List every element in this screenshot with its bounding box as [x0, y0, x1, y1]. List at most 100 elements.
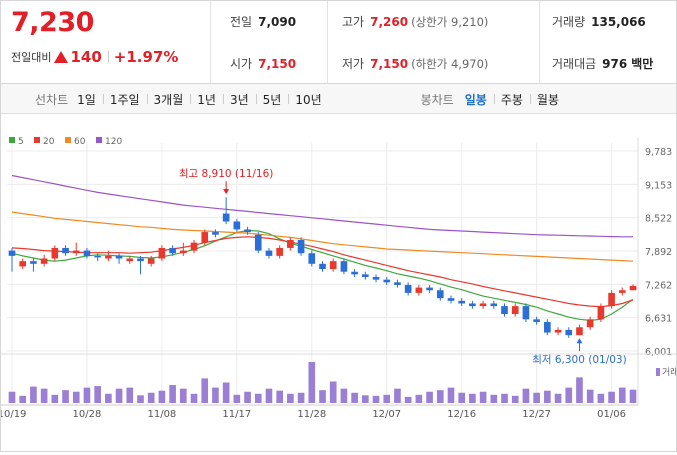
- candle-body: [458, 300, 466, 304]
- x-tick-label: 12/16: [447, 409, 476, 420]
- ma-line-120: [11, 174, 633, 238]
- candle-body: [115, 255, 123, 259]
- volume-label: 거래량: [552, 15, 586, 29]
- volume-bar: [372, 395, 380, 403]
- period-toolbar: 선차트 1일 1주일 3개월 1년 3년 5년 10년 봉차트 일봉 주봉 월봉: [1, 84, 676, 114]
- candle-period-button[interactable]: 일봉: [464, 93, 487, 107]
- volume-bar: [533, 392, 540, 403]
- candle-body: [147, 258, 155, 264]
- x-tick-label: 11/08: [147, 409, 176, 420]
- volume-bar: [340, 388, 348, 403]
- low-value: 7,150: [370, 57, 409, 71]
- candle-body: [51, 247, 59, 259]
- candle-body: [297, 240, 305, 254]
- volume-bar: [244, 391, 251, 403]
- volume-bar: [297, 392, 305, 403]
- y-tick-label: 6,631: [645, 314, 672, 325]
- candle-body: [40, 258, 48, 264]
- candle-body: [501, 306, 508, 315]
- period-button[interactable]: 5년: [255, 91, 289, 108]
- volume-bar: [479, 391, 487, 403]
- lower-limit-value: 4,970: [450, 57, 484, 71]
- candle-body: [554, 329, 562, 333]
- candle-period-button[interactable]: 월봉: [529, 91, 566, 108]
- open-value: 7,150: [258, 57, 297, 71]
- amount-label: 거래대금: [552, 57, 597, 71]
- candle-body: [137, 258, 144, 262]
- candle-body: [415, 287, 423, 293]
- candle-body: [383, 279, 391, 283]
- volume-bar: [522, 388, 530, 403]
- period-button[interactable]: 3년: [222, 91, 256, 108]
- period-button[interactable]: 3개월: [146, 91, 191, 108]
- legend-label: 5: [18, 137, 24, 147]
- divider: [107, 51, 109, 63]
- candle-body: [597, 306, 605, 320]
- candle-body: [83, 250, 91, 256]
- upper-limit-value: 9,210: [450, 15, 484, 29]
- price-chart: 5 20 60 120 9,783 9,153 8,522 7,892 7,262 6,631 6,…: [0, 115, 677, 451]
- volume-bar: [94, 386, 101, 403]
- candle-body: [522, 306, 530, 320]
- candle-body: [190, 242, 198, 251]
- prev-close-label: 전일: [230, 15, 253, 29]
- candle-body: [308, 253, 316, 264]
- y-tick-label: 8,522: [645, 214, 672, 225]
- candle-period-list: 일봉 주봉 월봉: [458, 91, 566, 108]
- upper-limit-label: 상한가: [415, 15, 448, 29]
- x-tick-label: 12/27: [522, 409, 551, 420]
- candle-body: [351, 271, 358, 275]
- period-button[interactable]: 10년: [288, 91, 328, 108]
- period-button[interactable]: 1주일: [102, 91, 147, 108]
- low-price: 저가 7,150 (하한가 4,970): [342, 55, 488, 72]
- candle-body: [158, 247, 166, 259]
- low-annotation: 최저 6,300 (01/03): [532, 354, 627, 366]
- x-tick-label: 11/17: [222, 409, 251, 420]
- candle-body: [19, 261, 27, 267]
- legend-swatch: [34, 137, 40, 143]
- volume-bar: [447, 387, 455, 403]
- legend-swatch: [96, 137, 102, 143]
- volume-bar: [287, 393, 294, 403]
- candle-body: [265, 250, 273, 256]
- period-button[interactable]: 1일: [77, 93, 96, 107]
- high-arrow-head: [223, 189, 230, 195]
- volume-bar: [147, 392, 155, 403]
- candle-body: [201, 232, 209, 243]
- volume-bar: [490, 394, 498, 403]
- open-label: 시가: [230, 57, 253, 71]
- line-chart-periods: 선차트 1일 1주일 3개월 1년 3년 5년 10년: [35, 91, 329, 108]
- candle-body: [287, 240, 294, 248]
- volume-bar: [169, 385, 176, 403]
- legend-label: 20: [43, 137, 55, 147]
- volume-bar: [608, 391, 615, 403]
- volume-bar: [426, 391, 433, 403]
- y-tick-label: 7,262: [645, 280, 672, 291]
- volume-bar: [51, 394, 59, 403]
- candle-body: [8, 250, 16, 256]
- candle-period-button[interactable]: 주봉: [493, 91, 530, 108]
- upper-limit: (상한가 9,210): [411, 15, 489, 29]
- candle-body: [404, 284, 412, 293]
- high-value: 7,260: [370, 15, 409, 29]
- volume-bar: [436, 390, 444, 403]
- amount-value: 976: [602, 57, 628, 71]
- prev-close: 전일 7,090: [230, 13, 296, 30]
- current-price: 7,230: [11, 7, 94, 38]
- y-tick-label: 6,001: [645, 347, 672, 358]
- volume-bar: [137, 395, 144, 403]
- volume-bar: [501, 393, 508, 403]
- volume-bar: [597, 393, 605, 403]
- volume-bar: [554, 393, 562, 403]
- volume-bar: [319, 390, 326, 403]
- volume-bar: [126, 387, 134, 403]
- low-arrow-head: [576, 338, 583, 344]
- candle-body: [533, 319, 540, 322]
- period-button[interactable]: 1년: [190, 91, 223, 108]
- volume-bar: [308, 362, 316, 403]
- y-tick-label: 7,892: [645, 247, 672, 258]
- candle-body: [565, 329, 573, 336]
- volume-bar: [351, 392, 358, 403]
- trade-amount: 거래대금 976 백만: [552, 55, 653, 72]
- line-period-list: 1일 1주일 3개월 1년 3년 5년 10년: [70, 91, 329, 108]
